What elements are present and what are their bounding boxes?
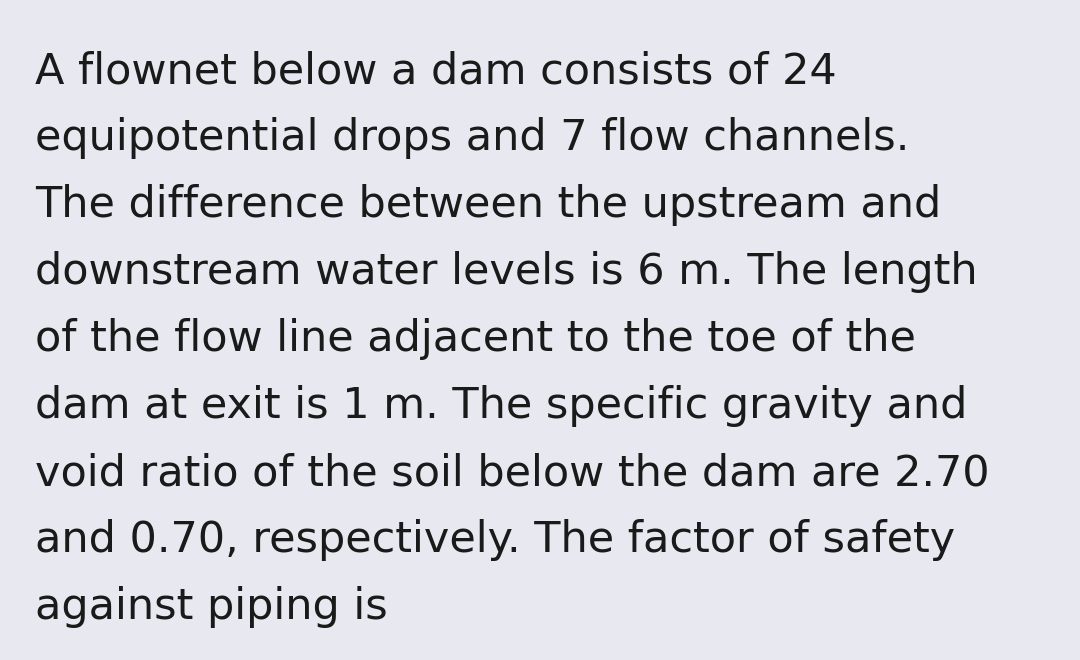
Text: A flownet below a dam consists of 24: A flownet below a dam consists of 24: [35, 50, 837, 92]
Text: dam at exit is 1 m. The specific gravity and: dam at exit is 1 m. The specific gravity…: [35, 385, 968, 427]
Text: and 0.70, respectively. The factor of safety: and 0.70, respectively. The factor of sa…: [35, 519, 955, 561]
Text: equipotential drops and 7 flow channels.: equipotential drops and 7 flow channels.: [35, 117, 909, 159]
Text: against piping is: against piping is: [35, 586, 388, 628]
Text: void ratio of the soil below the dam are 2.70: void ratio of the soil below the dam are…: [35, 452, 989, 494]
Text: The difference between the upstream and: The difference between the upstream and: [35, 184, 942, 226]
Text: of the flow line adjacent to the toe of the: of the flow line adjacent to the toe of …: [35, 318, 916, 360]
Text: downstream water levels is 6 m. The length: downstream water levels is 6 m. The leng…: [35, 251, 977, 293]
